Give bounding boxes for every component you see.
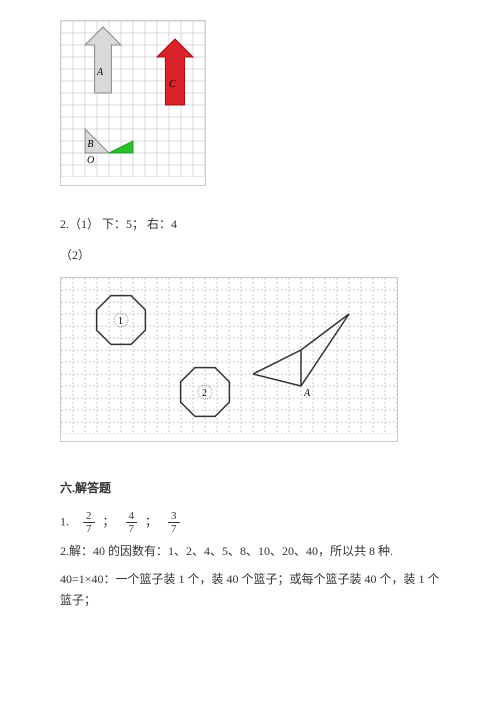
svg-text:1: 1 — [118, 316, 123, 327]
a1-f2-num: 4 — [126, 510, 138, 523]
q2-1-lead: 2.（1） — [60, 217, 99, 231]
svg-text:B: B — [87, 139, 93, 150]
section-6-heading: 六.解答题 — [60, 478, 450, 500]
q2-1-b: 右：4 — [147, 217, 177, 231]
svg-text:A: A — [96, 67, 104, 78]
svg-text:O: O — [87, 155, 94, 166]
svg-text:A: A — [303, 388, 311, 399]
svg-text:2: 2 — [202, 388, 207, 399]
q2-1-a: 下：5； — [102, 217, 144, 231]
svg-text:C: C — [169, 79, 176, 90]
answer-2-line2: 40=1×40：一个篮子装 1 个，装 40 个篮子；或每个篮子装 40 个，装… — [60, 569, 450, 612]
figure-2-svg: 1 2 A — [61, 278, 397, 434]
a1-f3-den: 7 — [168, 523, 180, 535]
a1-sep2: ； — [145, 514, 157, 528]
a1-lead: 1. — [60, 514, 69, 528]
a1-f1-num: 2 — [83, 510, 95, 523]
a1-frac1: 2 7 — [83, 510, 95, 535]
a1-f2-den: 7 — [126, 523, 138, 535]
answer-1: 1. 2 7 ； 4 7 ； 3 7 — [60, 510, 450, 535]
a1-frac2: 4 7 — [126, 510, 138, 535]
figure-1: A C BO — [60, 20, 206, 186]
figure-1-svg: A C BO — [61, 21, 205, 177]
q2-part2: （2） — [60, 245, 450, 267]
a1-frac3: 3 7 — [168, 510, 180, 535]
figure-2: 1 2 A — [60, 277, 398, 443]
a1-f3-num: 3 — [168, 510, 180, 523]
a1-sep1: ； — [103, 514, 115, 528]
answer-2-line1: 2.解：40 的因数有：1、2、4、5、8、10、20、40，所以共 8 种. — [60, 541, 450, 563]
a1-f1-den: 7 — [83, 523, 95, 535]
q2-part1: 2.（1） 下：5； 右：4 — [60, 214, 450, 236]
